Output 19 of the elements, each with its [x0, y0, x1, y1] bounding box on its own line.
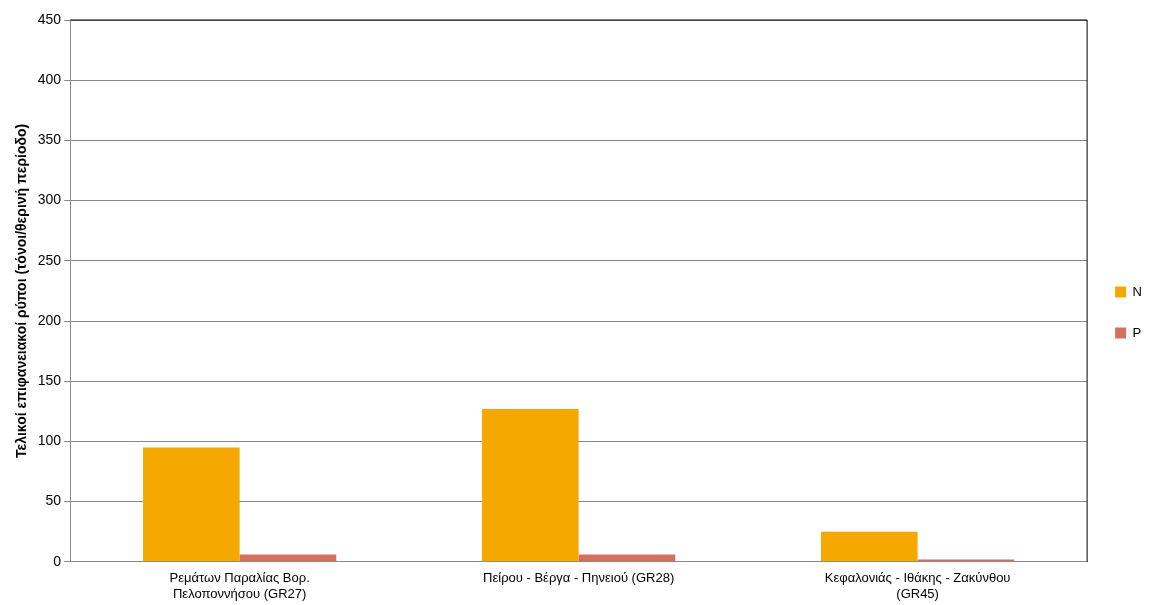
legend-label: N: [1132, 283, 1142, 299]
y-tick-label: 450: [37, 10, 62, 27]
y-tick-label: 350: [37, 131, 62, 148]
x-tick-label: Πείρου - Βέργα - Πηνειού (GR28): [483, 570, 675, 586]
bar: [482, 408, 579, 562]
y-tick-label: 400: [37, 71, 62, 88]
x-tick-label: Κεφαλονιάς - Ιθάκης - Ζακύνθου (GR45): [824, 570, 1011, 601]
y-tick-label: 100: [37, 432, 62, 449]
y-tick-label: 0: [53, 552, 62, 569]
x-tick-label: Ρεμάτων Παραλίας Βορ. Πελοποννήσου (GR27): [169, 570, 310, 601]
y-tick-label: 200: [37, 311, 62, 328]
bar: [143, 447, 240, 562]
y-tick-label: 50: [45, 492, 62, 509]
y-axis-title: Τελικοί επιφανειακοί ρύποι (τόνοι/θερινή περίοδο): [13, 123, 30, 458]
y-tick-label: 250: [37, 251, 62, 268]
legend-label: P: [1132, 324, 1142, 340]
bar: [821, 531, 918, 562]
y-tick-label: 150: [37, 372, 62, 389]
y-tick-label: 300: [37, 191, 62, 208]
